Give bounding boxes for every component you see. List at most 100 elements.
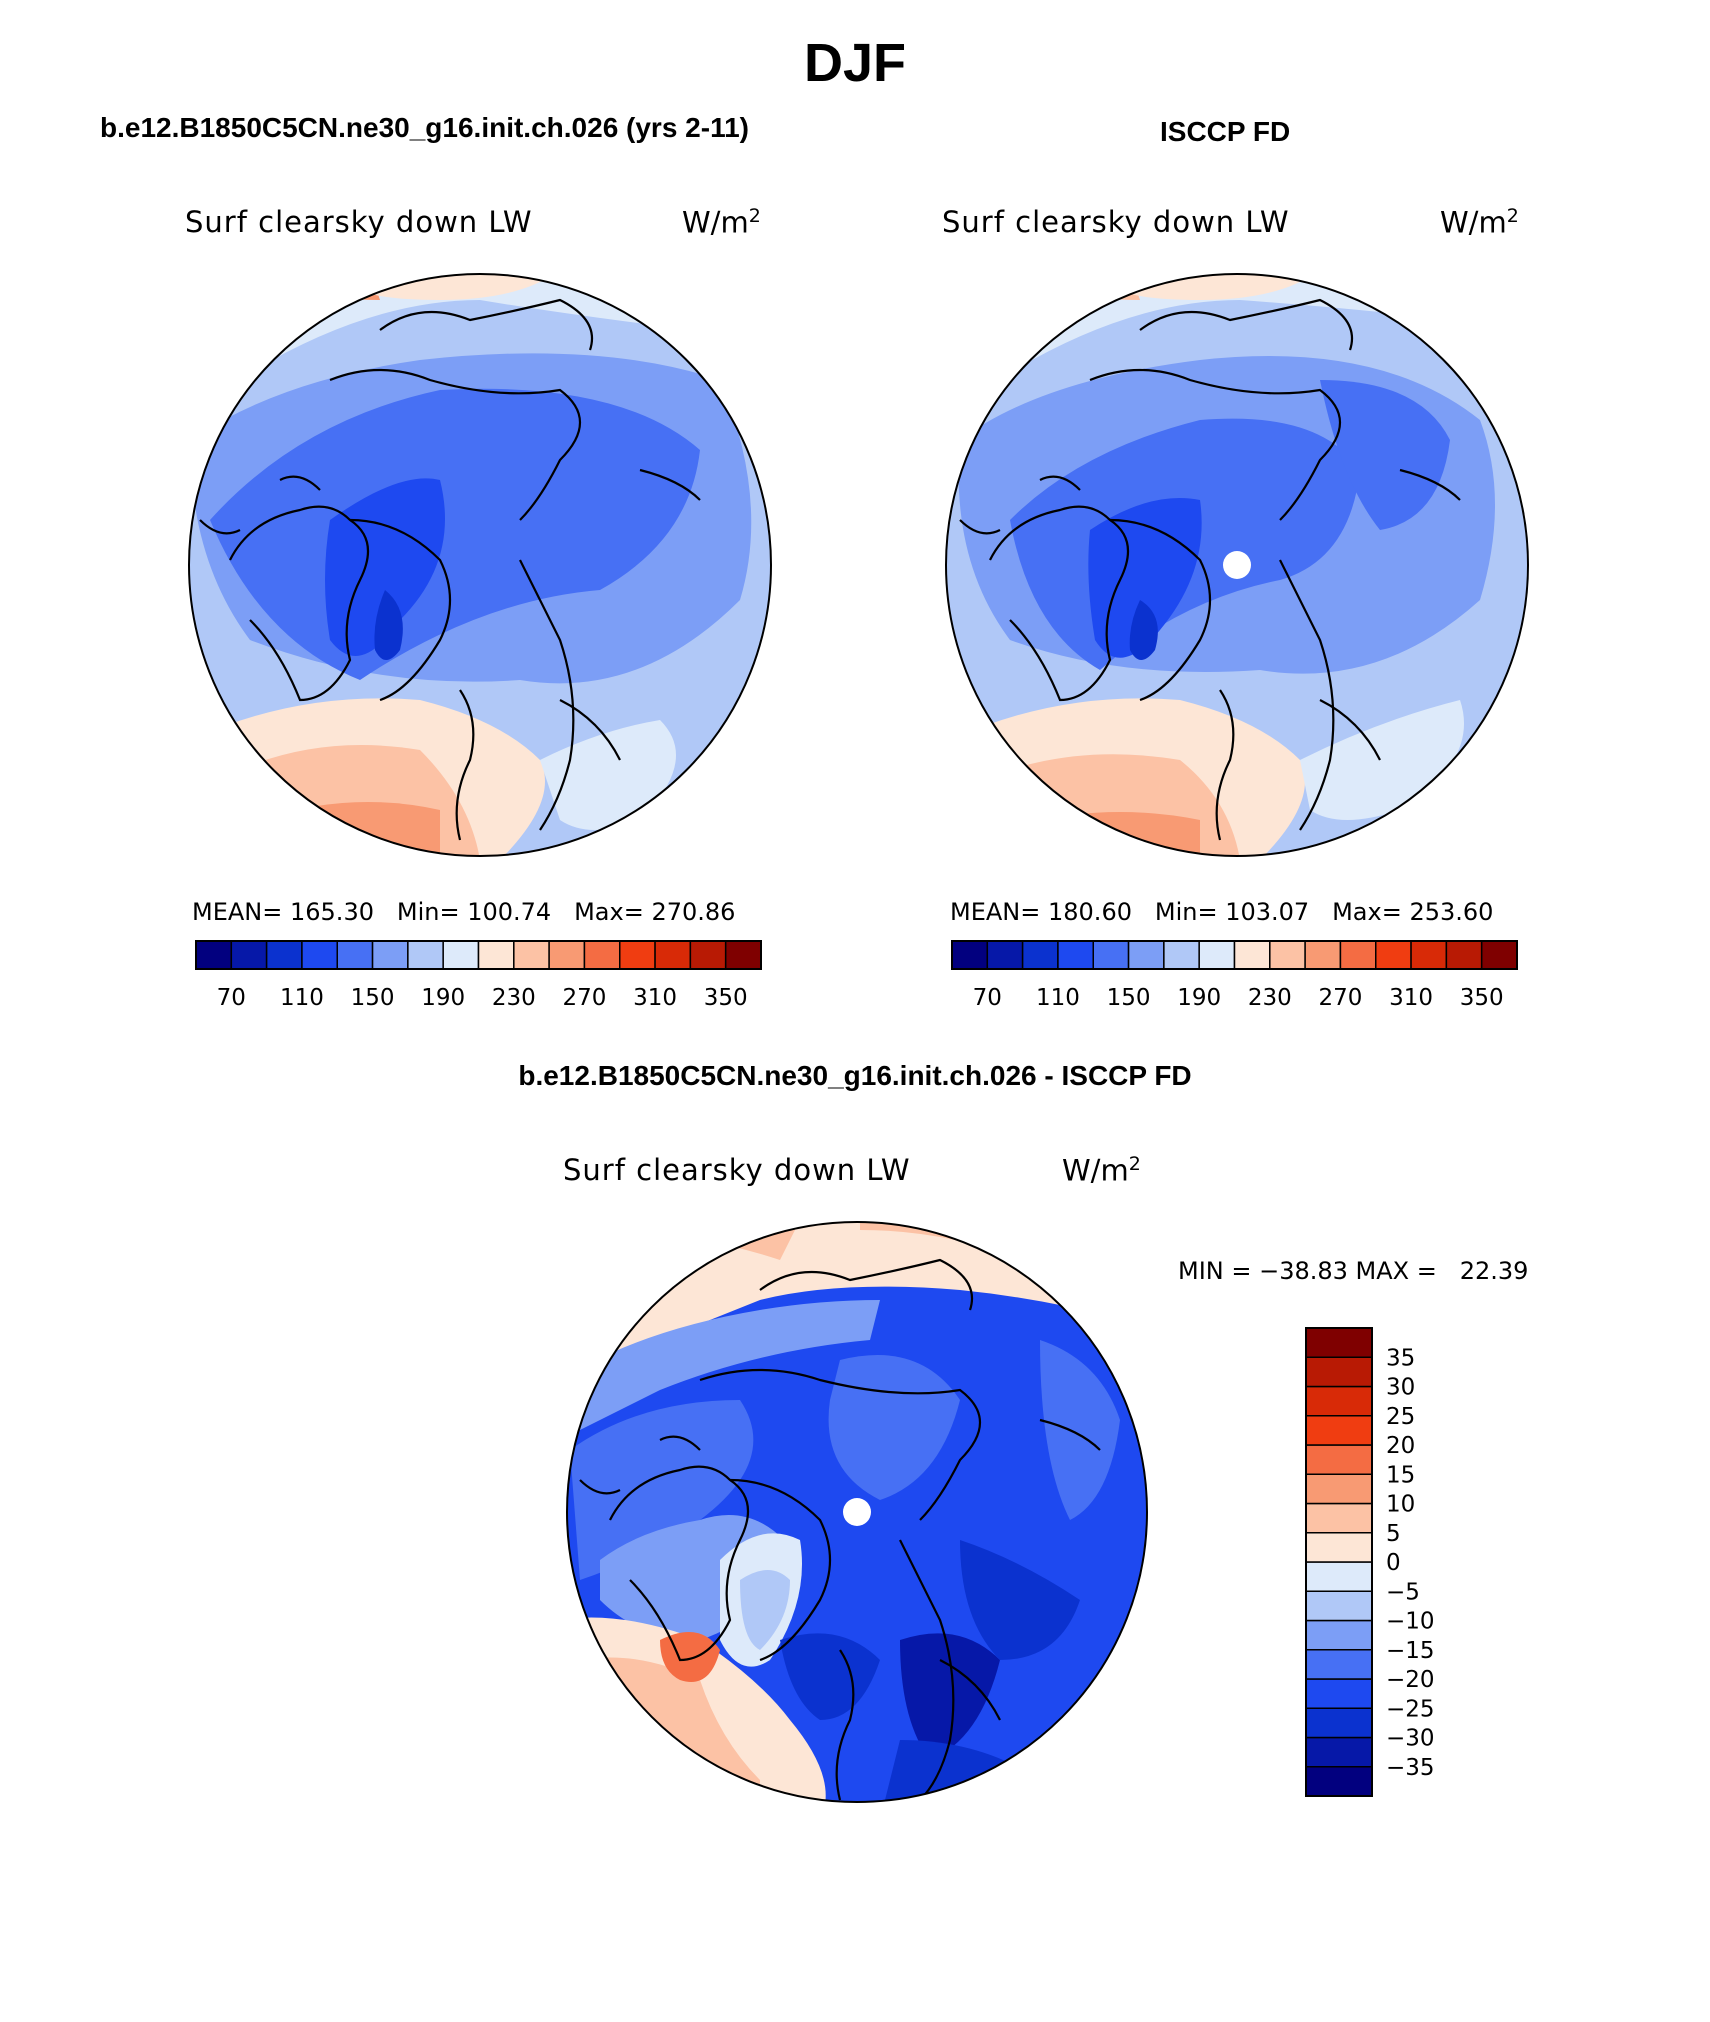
colorbar-obs-tick-label: 310 (1389, 985, 1433, 1011)
panel1-min-value: 100.74 (467, 898, 552, 926)
colorbar-obs-swatch (951, 940, 989, 970)
colorbar-obs-swatch (1163, 940, 1200, 970)
colorbar-difference-swatch (1305, 1356, 1373, 1388)
colorbar-difference-tick-label: 25 (1386, 1404, 1415, 1430)
panel1-units-base: W/m (682, 205, 749, 240)
colorbar-model-swatch (513, 940, 550, 970)
colorbar-difference-swatch (1305, 1532, 1373, 1563)
panel1-max-value: 270.86 (651, 898, 736, 926)
panel1-units-label: W/m2 (682, 205, 761, 240)
colorbar-obs-swatch (1410, 940, 1448, 970)
colorbar-model-swatch (336, 940, 374, 970)
colorbar-model: 70 110 150 190 230 270 310 350 (195, 940, 762, 1011)
colorbar-difference-swatch (1305, 1444, 1373, 1475)
colorbar-difference-swatch (1305, 1327, 1373, 1358)
panel1-units-exp: 2 (748, 205, 761, 227)
panel2-stats: MEAN= 180.60 Min= 103.07 Max= 253.60 (950, 898, 1493, 926)
colorbar-obs-tick-label: 230 (1248, 985, 1292, 1011)
colorbar-model-swatch (724, 940, 762, 970)
colorbar-difference-tick-label: −10 (1386, 1609, 1435, 1635)
panel2-units-base: W/m (1440, 205, 1507, 240)
colorbar-obs-swatch (1198, 940, 1236, 970)
colorbar-model-tick-label: 230 (492, 985, 536, 1011)
colorbar-obs-swatch (1233, 940, 1271, 970)
colorbar-model-tick-label: 350 (704, 985, 748, 1011)
panel1-mean-value: 165.30 (290, 898, 374, 926)
panel1-variable-label: Surf clearsky down LW (185, 205, 533, 239)
panel2-min-value: 103.07 (1225, 898, 1310, 926)
colorbar-difference-tick-label: 30 (1386, 1375, 1415, 1401)
difference-heading: b.e12.B1850C5CN.ne30_g16.init.ch.026 - I… (518, 1060, 1192, 1091)
colorbar-model-tick-label: 110 (280, 985, 324, 1011)
colorbar-difference-swatch (1305, 1590, 1373, 1622)
panel1-max-label: Max= (574, 898, 644, 926)
colorbar-model-swatch (689, 940, 727, 970)
colorbar-model-swatch (548, 940, 586, 970)
colorbar-difference-tick-label: −15 (1386, 1638, 1435, 1664)
colorbar-difference-tick-label: 5 (1386, 1521, 1401, 1547)
difference-units-exp: 2 (1128, 1153, 1141, 1175)
colorbar-obs-tick-label: 350 (1460, 985, 1504, 1011)
colorbar-model-swatch (371, 940, 409, 970)
colorbar-obs-swatch (1445, 940, 1483, 970)
colorbar-obs: 70 110 150 190 230 270 310 350 (951, 940, 1518, 1011)
colorbar-obs-swatch (1127, 940, 1165, 970)
colorbar-model-swatch (583, 940, 621, 970)
colorbar-difference-tick-label: −20 (1386, 1667, 1435, 1693)
panel1-stats: MEAN= 165.30 Min= 100.74 Max= 270.86 (192, 898, 735, 926)
colorbar-model-swatch (195, 940, 233, 970)
colorbar-difference: 35 30 25 20 15 10 5 0 −5 −10 −15 −20 −25 −30 −35 (1305, 1327, 1435, 1797)
colorbar-model-swatch (407, 940, 444, 970)
colorbar-difference-swatch (1305, 1649, 1373, 1680)
colorbar-difference-tick-label: 35 (1386, 1345, 1415, 1371)
colorbar-difference-swatch (1305, 1415, 1373, 1446)
colorbar-difference-tick-label: −30 (1386, 1726, 1435, 1752)
panel2-mean-value: 180.60 (1048, 898, 1132, 926)
colorbar-obs-tick-label: 110 (1036, 985, 1080, 1011)
panel2-units-label: W/m2 (1440, 205, 1519, 240)
colorbar-difference-tick-label: 10 (1386, 1492, 1415, 1518)
colorbar-difference-swatch (1305, 1736, 1373, 1768)
colorbar-obs-swatch (1375, 940, 1412, 970)
colorbar-difference-tick-label: −35 (1386, 1755, 1435, 1781)
colorbar-difference-swatch (1305, 1678, 1373, 1709)
panel-heading-model: b.e12.B1850C5CN.ne30_g16.init.ch.026 (yr… (100, 112, 750, 143)
panel2-mean-label: MEAN= (950, 898, 1041, 926)
colorbar-model-swatch (654, 940, 692, 970)
difference-units-label: W/m2 (1062, 1153, 1141, 1188)
colorbar-difference-tick-label: 20 (1386, 1433, 1415, 1459)
panel1-mean-label: MEAN= (192, 898, 283, 926)
colorbar-difference-tick-label: 0 (1386, 1550, 1401, 1576)
colorbar-obs-tick-label: 270 (1318, 985, 1362, 1011)
colorbar-model-tick-label: 70 (217, 985, 246, 1011)
panel1-min-label: Min= (396, 898, 460, 926)
panel2-min-label: Min= (1154, 898, 1218, 926)
colorbar-obs-swatch (1304, 940, 1342, 970)
panel2-max-value: 253.60 (1409, 898, 1494, 926)
colorbar-model-tick-label: 270 (562, 985, 606, 1011)
colorbar-obs-tick-label: 150 (1107, 985, 1151, 1011)
colorbar-model-swatch (477, 940, 515, 970)
colorbar-obs-swatch (1021, 940, 1059, 970)
map-difference (566, 1221, 1148, 1803)
difference-minmax: MIN = −38.83 MAX = 22.39 (1178, 1257, 1529, 1285)
colorbar-obs-swatch (1092, 940, 1130, 970)
colorbar-difference-swatch (1305, 1619, 1373, 1651)
colorbar-difference-tick-label: −5 (1386, 1579, 1420, 1605)
colorbar-model-swatch (265, 940, 303, 970)
colorbar-obs-swatch (1269, 940, 1306, 970)
colorbar-model-swatch (442, 940, 480, 970)
colorbar-difference-swatch (1305, 1707, 1373, 1739)
colorbar-model-tick-label: 310 (633, 985, 677, 1011)
colorbar-obs-tick-label: 190 (1177, 985, 1221, 1011)
colorbar-difference-swatch (1305, 1561, 1373, 1592)
colorbar-model-tick-label: 150 (351, 985, 395, 1011)
difference-variable-label: Surf clearsky down LW (563, 1153, 911, 1187)
colorbar-model-swatch (230, 940, 268, 970)
colorbar-obs-tick-label: 70 (973, 985, 1002, 1011)
colorbar-difference-swatch (1305, 1385, 1373, 1417)
map-obs (945, 273, 1529, 857)
colorbar-difference-tick-label: 15 (1386, 1462, 1415, 1488)
panel2-variable-label: Surf clearsky down LW (942, 205, 1290, 239)
